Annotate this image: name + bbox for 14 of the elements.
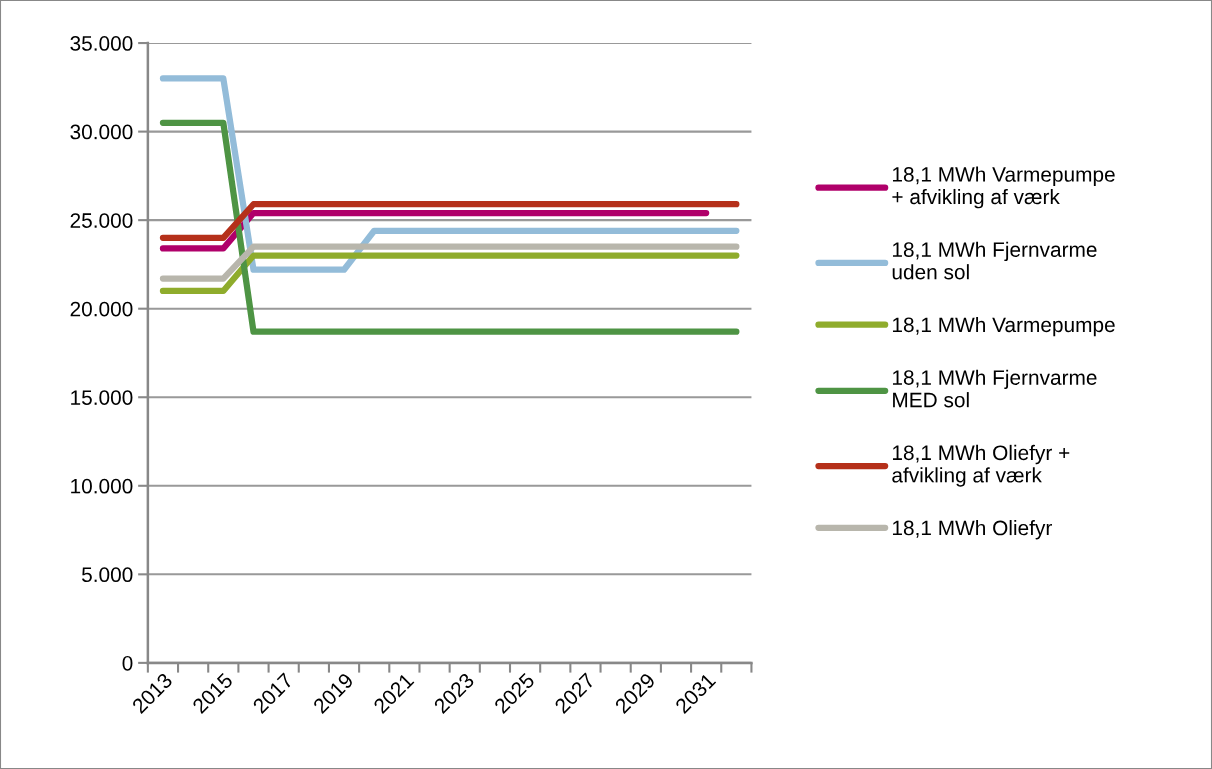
legend-label: 18,1 MWh Oliefyr: [892, 520, 1052, 540]
y-tick-label: 35.000: [70, 36, 133, 51]
y-tick-label: 5.000: [81, 567, 133, 583]
legend-label: 18,1 MWh Varmepumpe: [892, 316, 1115, 337]
y-tick-label: 25.000: [70, 213, 133, 228]
legend-label: 18,1 MWh Fjernvarme uden sol: [892, 241, 1097, 280]
y-tick-label: 15.000: [71, 390, 133, 405]
y-tick-label: 10.000: [71, 478, 133, 494]
legend-label: 18,1 MWh Varmepumpe + afvikling af værk: [892, 166, 1115, 209]
y-tick-label: 20.000: [70, 301, 133, 317]
legend-label: 18,1 MWh Oliefyr + afvikling af værk: [892, 444, 1070, 487]
y-tick-label: 30.000: [70, 124, 133, 140]
legend-label: 18,1 MWh Fjernvarme MED sol: [892, 369, 1097, 408]
y-tick-label: 0: [122, 655, 133, 671]
